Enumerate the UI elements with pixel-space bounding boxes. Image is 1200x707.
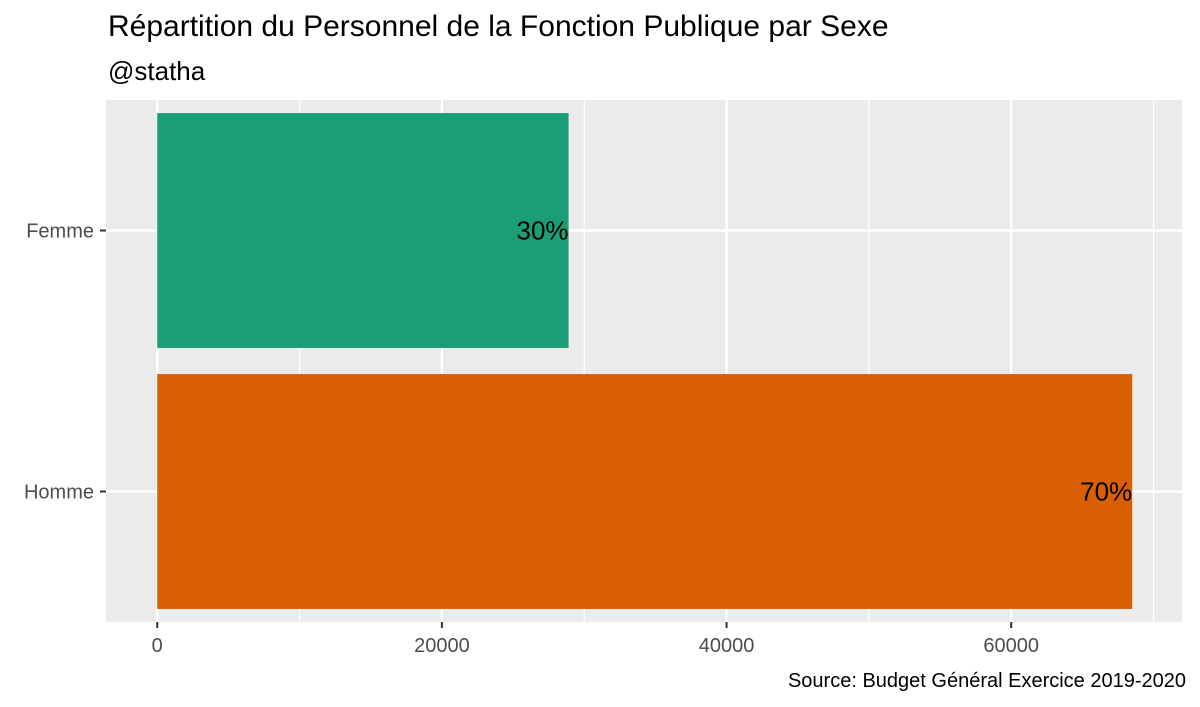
x-tick-label: 60000 — [983, 635, 1039, 657]
bars — [157, 113, 1133, 609]
x-tick-label: 0 — [152, 635, 163, 657]
x-tick-label: 40000 — [699, 635, 755, 657]
chart-caption: Source: Budget Général Exercice 2019-202… — [787, 670, 1186, 692]
data-labels: 70% 30% — [517, 216, 1133, 507]
bar-homme — [157, 374, 1133, 609]
x-tick-label: 20000 — [414, 635, 470, 657]
y-tick-label: Femme — [26, 221, 94, 243]
y-axis: Homme Femme — [24, 221, 106, 504]
bar-femme — [157, 113, 569, 348]
x-axis: 0 20000 40000 60000 — [152, 622, 1039, 657]
data-label-homme: 70% — [1080, 477, 1132, 507]
y-tick-label: Homme — [24, 482, 94, 504]
chart-subtitle: @statha — [108, 56, 206, 86]
data-label-femme: 30% — [517, 216, 569, 246]
chart-title: Répartition du Personnel de la Fonction … — [108, 10, 889, 43]
